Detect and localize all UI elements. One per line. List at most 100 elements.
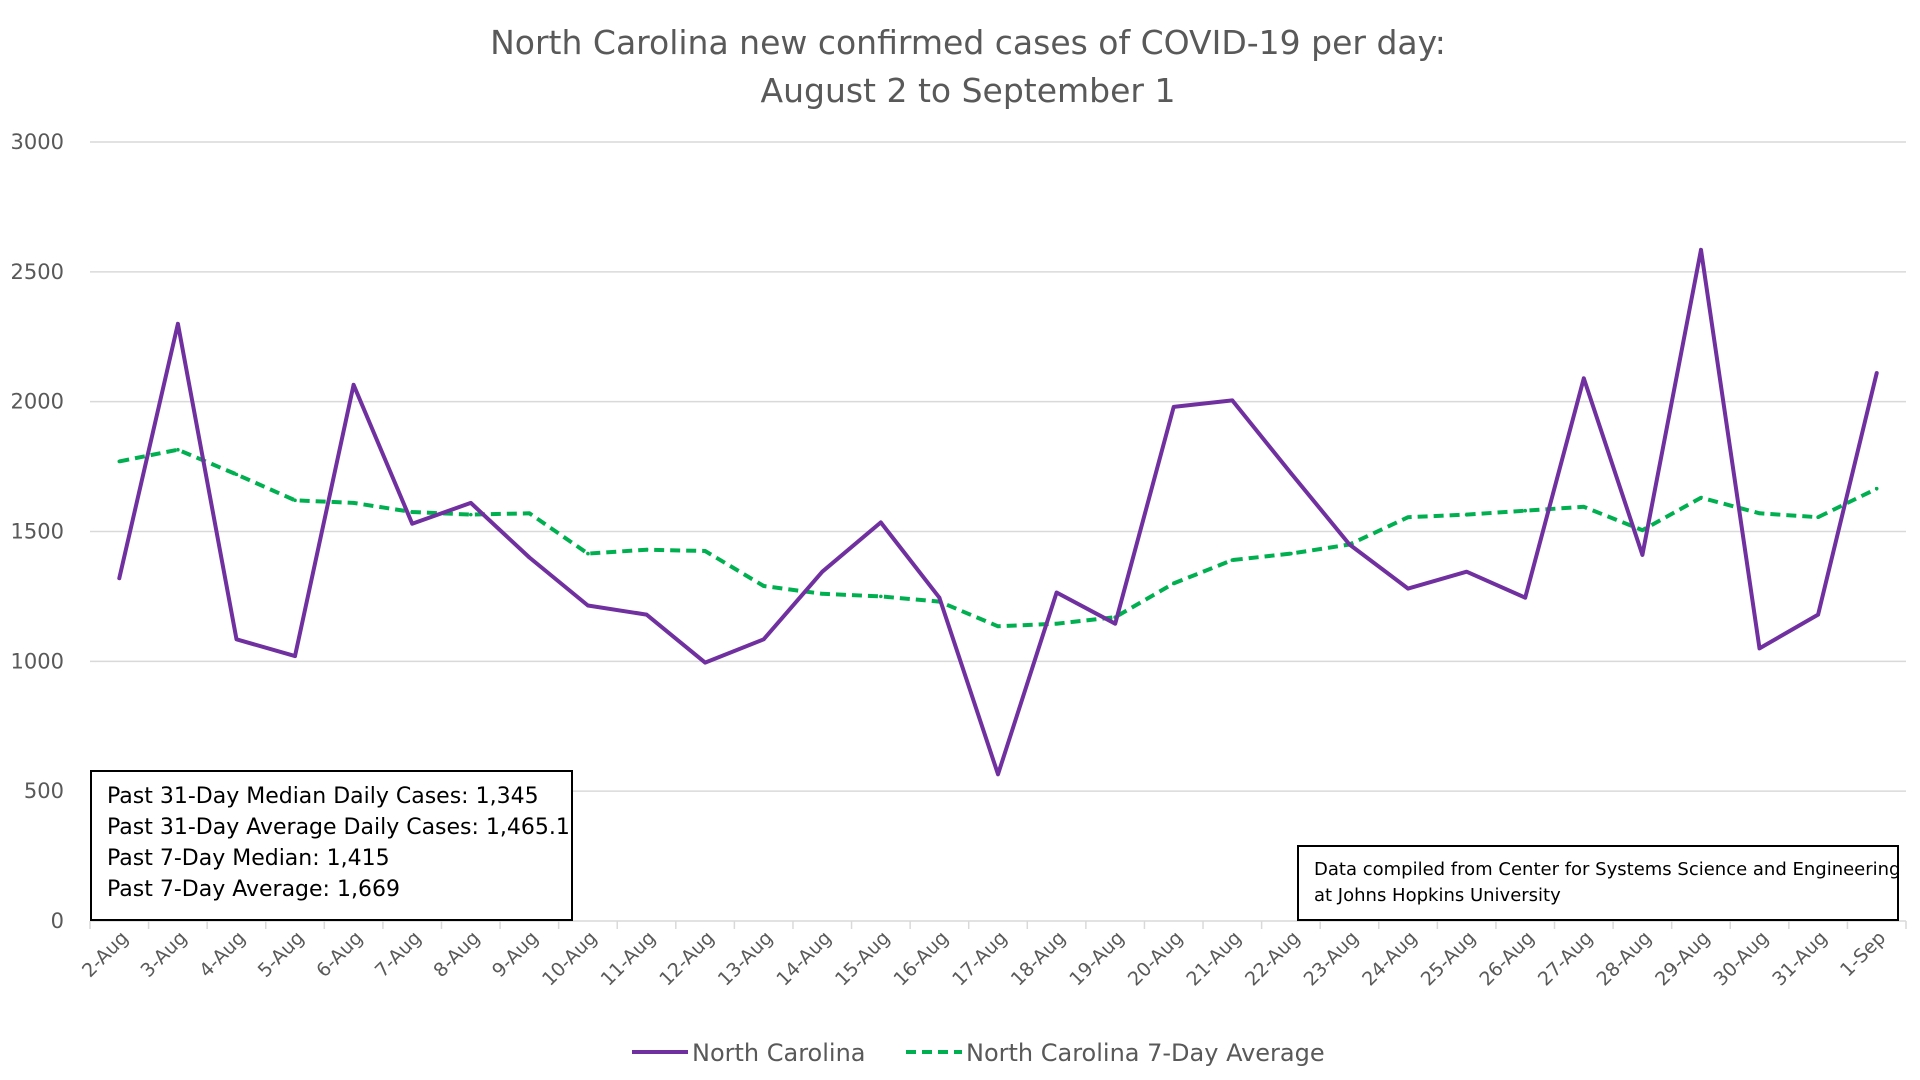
chart-title: North Carolina new confirmed cases of CO… <box>490 23 1446 110</box>
data-point <box>703 549 707 553</box>
x-tick-label: 27-Aug <box>1534 927 1597 990</box>
x-tick-label: 8-Aug <box>429 927 484 982</box>
data-point <box>1289 471 1293 475</box>
data-point <box>351 501 356 505</box>
data-point <box>644 547 649 552</box>
data-point <box>527 511 532 516</box>
x-tick-label: 13-Aug <box>714 927 777 990</box>
x-tick-label: 11-Aug <box>597 927 660 990</box>
x-tick-label: 14-Aug <box>772 927 835 990</box>
data-point <box>761 637 766 642</box>
y-tick-label: 1500 <box>11 520 64 544</box>
data-point <box>1171 405 1176 409</box>
series-line-7-day-average <box>118 447 1878 629</box>
x-tick-label: 15-Aug <box>831 927 894 990</box>
data-point <box>879 520 883 525</box>
data-point <box>468 512 473 517</box>
y-tick-label: 1000 <box>11 649 64 673</box>
data-point <box>1816 612 1820 617</box>
stats-line-31day-average: Past 31-Day Average Daily Cases: 1,465.1 <box>107 815 570 840</box>
x-tick-label: 26-Aug <box>1475 927 1538 990</box>
x-tick-label: 22-Aug <box>1241 927 1304 990</box>
data-point <box>1757 511 1762 516</box>
data-point <box>586 603 590 608</box>
x-tick-label: 30-Aug <box>1710 927 1773 990</box>
data-point <box>1699 495 1703 500</box>
data-point <box>879 594 883 599</box>
data-point <box>527 555 532 560</box>
x-tick-label: 16-Aug <box>890 927 953 990</box>
stats-line-31day-median: Past 31-Day Median Daily Cases: 1,345 <box>107 784 539 809</box>
y-tick-label: 500 <box>24 779 64 803</box>
data-point <box>996 624 1000 629</box>
x-axis-ticks: 2-Aug 3-Aug 4-Aug 5-Aug 6-Aug 7-Aug 8-Aug 9-Aug… <box>78 927 1890 990</box>
x-axis <box>89 920 1907 929</box>
x-tick-label: 31-Aug <box>1768 927 1831 990</box>
y-tick-label: 2000 <box>11 390 64 414</box>
data-point <box>1230 398 1235 403</box>
x-tick-label: 10-Aug <box>538 927 601 990</box>
data-point <box>1464 512 1469 517</box>
data-point <box>996 772 1000 777</box>
data-point <box>1171 581 1176 586</box>
data-point <box>176 321 180 326</box>
data-point <box>1113 621 1117 626</box>
data-point <box>1757 646 1762 651</box>
data-point <box>937 595 942 600</box>
stats-box-border <box>90 770 573 921</box>
data-point <box>1874 371 1879 375</box>
legend: North Carolina North Carolina 7-Day Aver… <box>632 1039 1325 1067</box>
x-tick-label: 7-Aug <box>371 927 426 982</box>
data-point <box>1230 558 1235 562</box>
y-axis-ticks: 0 500 1000 1500 2000 2500 3000 <box>11 130 64 933</box>
data-point <box>1816 515 1820 520</box>
x-tick-label: 3-Aug <box>137 927 192 982</box>
data-point <box>1699 247 1703 252</box>
data-point <box>1464 569 1469 574</box>
data-point <box>293 654 297 658</box>
data-point <box>410 510 414 514</box>
data-point <box>1406 515 1410 520</box>
x-tick-label: 1-Sep <box>1836 927 1890 981</box>
data-point <box>1523 508 1528 513</box>
data-point <box>1347 542 1352 547</box>
data-point <box>820 569 825 574</box>
data-point <box>468 501 473 505</box>
x-tick-label: 17-Aug <box>948 927 1011 990</box>
legend-label-7-day-average: North Carolina 7-Day Average <box>966 1039 1325 1067</box>
source-line-2: at Johns Hopkins University <box>1314 885 1561 906</box>
x-tick-label: 9-Aug <box>488 927 543 982</box>
data-point <box>351 382 356 387</box>
x-tick-label: 2-Aug <box>78 927 133 982</box>
stats-annotation-box: Past 31-Day Median Daily Cases: 1,345 Pa… <box>90 770 573 921</box>
source-box-border <box>1297 845 1899 921</box>
x-tick-label: 6-Aug <box>312 927 367 982</box>
data-point <box>586 551 590 556</box>
x-tick-label: 21-Aug <box>1182 927 1245 990</box>
y-tick-label: 0 <box>51 909 64 933</box>
data-point <box>176 447 180 452</box>
x-tick-label: 12-Aug <box>655 927 718 990</box>
x-tick-label: 25-Aug <box>1417 927 1480 990</box>
legend-label-north-carolina: North Carolina <box>692 1039 866 1067</box>
chart-title-line-1: North Carolina new confirmed cases of CO… <box>490 23 1446 62</box>
source-annotation-box: Data compiled from Center for Systems Sc… <box>1297 845 1901 921</box>
data-point <box>644 612 649 617</box>
data-point <box>1289 551 1293 556</box>
gridlines <box>90 141 1906 792</box>
x-tick-label: 5-Aug <box>254 927 309 982</box>
source-line-1: Data compiled from Center for Systems Sc… <box>1314 859 1901 880</box>
data-point <box>1523 595 1528 600</box>
data-point <box>234 637 239 642</box>
data-point <box>1582 376 1586 381</box>
series-layer <box>117 247 1879 777</box>
data-point <box>1054 590 1059 595</box>
data-point <box>117 576 122 581</box>
data-point <box>234 472 239 477</box>
y-tick-label: 3000 <box>11 130 64 154</box>
data-point <box>820 592 825 596</box>
data-point <box>1640 553 1645 557</box>
stats-line-7day-median: Past 7-Day Median: 1,415 <box>107 846 390 871</box>
x-tick-label: 28-Aug <box>1592 927 1655 990</box>
